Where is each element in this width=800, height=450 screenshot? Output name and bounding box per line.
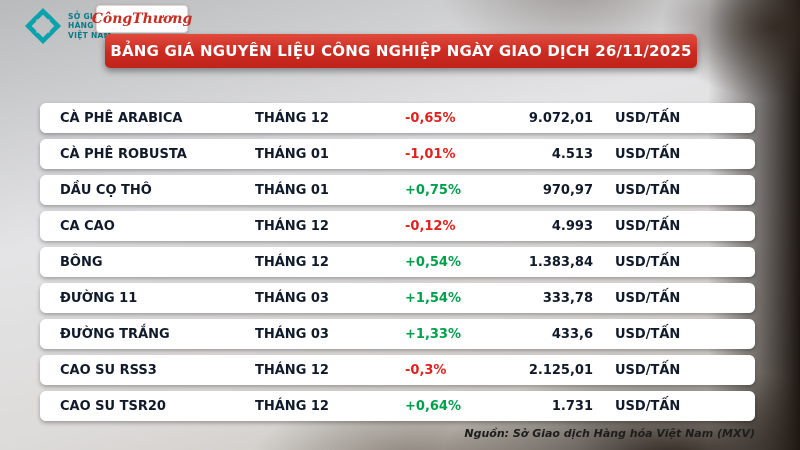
price-value: 1.731 [551,398,593,414]
page-title: BẢNG GIÁ NGUYÊN LIỆU CÔNG NGHIỆP NGÀY GI… [110,42,692,60]
congthuong-logo: CôngThương [92,5,192,33]
change-percent: +0,75% [405,182,461,198]
contract-month: THÁNG 12 [255,110,329,126]
price-table: CÀ PHÊ ARABICA THÁNG 12 -0,65% 9.072,01 … [40,103,755,427]
contract-month: THÁNG 12 [255,218,329,234]
commodity-name: CAO SU RSS3 [60,362,157,378]
price-value: 4.513 [551,146,593,162]
source-note: Nguồn: Sở Giao dịch Hàng hóa Việt Nam (M… [464,422,755,441]
price-value: 1.383,84 [528,254,593,270]
commodity-name: ĐƯỜNG 11 [60,290,138,306]
contract-month: THÁNG 03 [255,326,329,342]
mxv-diamond-icon [24,7,62,45]
table-row: BÔNG THÁNG 12 +0,54% 1.383,84 USD/TẤN [40,247,755,277]
price-unit: USD/TẤN [615,398,681,414]
price-value: 4.993 [551,218,593,234]
mxv-logo-line-2: HÀNG HÓA [68,21,116,31]
change-percent: -1,01% [405,146,456,162]
price-value: 970,97 [542,182,593,198]
table-row: DẦU CỌ THÔ THÁNG 01 +0,75% 970,97 USD/TẤ… [40,175,755,205]
congthuong-logo-text: CôngThương [91,11,193,27]
commodity-name: CA CAO [60,218,115,234]
contract-month: THÁNG 12 [255,398,329,414]
table-row: ĐƯỜNG TRẮNG THÁNG 03 +1,33% 433,6 USD/TẤ… [40,319,755,349]
change-percent: +1,54% [405,290,461,306]
price-value: 9.072,01 [528,110,593,126]
commodity-name: DẦU CỌ THÔ [60,182,152,198]
price-value: 2.125,01 [528,362,593,378]
price-unit: USD/TẤN [615,326,681,342]
table-row: CAO SU TSR20 THÁNG 12 +0,64% 1.731 USD/T… [40,391,755,421]
change-percent: +0,64% [405,398,461,414]
price-value: 333,78 [542,290,593,306]
price-unit: USD/TẤN [615,218,681,234]
price-unit: USD/TẤN [615,362,681,378]
mxv-logo-line-3: VIỆT NAM [68,30,112,40]
change-percent: -0,12% [405,218,456,234]
change-percent: -0,65% [405,110,456,126]
price-value: 433,6 [551,326,593,342]
price-unit: USD/TẤN [615,290,681,306]
contract-month: THÁNG 12 [255,254,329,270]
table-row: CÀ PHÊ ROBUSTA THÁNG 01 -1,01% 4.513 USD… [40,139,755,169]
contract-month: THÁNG 01 [255,182,329,198]
table-row: CAO SU RSS3 THÁNG 12 -0,3% 2.125,01 USD/… [40,355,755,385]
price-unit: USD/TẤN [615,146,681,162]
table-row: CA CAO THÁNG 12 -0,12% 4.993 USD/TẤN [40,211,755,241]
change-percent: -0,3% [405,362,447,378]
contract-month: THÁNG 12 [255,362,329,378]
table-row: CÀ PHÊ ARABICA THÁNG 12 -0,65% 9.072,01 … [40,103,755,133]
commodity-name: CÀ PHÊ ROBUSTA [60,146,187,162]
commodity-name: BÔNG [60,254,103,270]
price-unit: USD/TẤN [615,110,681,126]
table-row: ĐƯỜNG 11 THÁNG 03 +1,54% 333,78 USD/TẤN [40,283,755,313]
change-percent: +0,54% [405,254,461,270]
title-banner: BẢNG GIÁ NGUYÊN LIỆU CÔNG NGHIỆP NGÀY GI… [105,34,697,68]
change-percent: +1,33% [405,326,461,342]
commodity-name: ĐƯỜNG TRẮNG [60,326,170,342]
contract-month: THÁNG 01 [255,146,329,162]
price-unit: USD/TẤN [615,182,681,198]
source-text: Nguồn: Sở Giao dịch Hàng hóa Việt Nam (M… [464,427,755,440]
contract-month: THÁNG 03 [255,290,329,306]
commodity-name: CAO SU TSR20 [60,398,166,414]
commodity-name: CÀ PHÊ ARABICA [60,110,183,126]
price-unit: USD/TẤN [615,254,681,270]
